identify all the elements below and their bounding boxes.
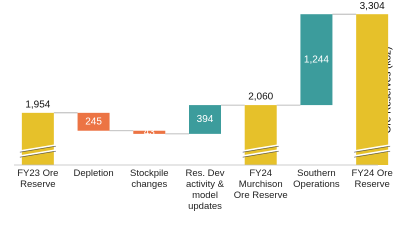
axis-break-edge xyxy=(242,145,279,153)
axis-break-edge xyxy=(354,145,391,153)
x-tick-label: Res. Dev activity & model updates xyxy=(185,168,225,212)
axis-break-edge xyxy=(19,150,56,158)
value-label: 245 xyxy=(85,116,102,127)
value-label: 43 xyxy=(144,127,156,138)
x-tick-label: FY24 Murchison Ore Reserve xyxy=(233,168,288,201)
value-label: 2,060 xyxy=(248,92,273,103)
chart: Ore Reserves (koz) 1,954245433942,0601,2… xyxy=(14,1,394,212)
axis-break-edge xyxy=(242,150,279,158)
bar xyxy=(356,14,389,166)
x-tick-label: Southern Operations xyxy=(293,168,340,190)
x-tick-label: Depletion xyxy=(73,168,114,179)
axis-break xyxy=(19,144,56,152)
value-label: 3,304 xyxy=(360,1,385,12)
value-label: 1,954 xyxy=(25,99,50,110)
axis-break xyxy=(19,149,56,157)
value-label: 1,244 xyxy=(304,54,329,65)
bar xyxy=(300,14,333,106)
bar xyxy=(189,105,221,134)
axis-break xyxy=(354,149,391,157)
bar xyxy=(21,112,54,165)
bar xyxy=(133,130,166,134)
value-label: 394 xyxy=(197,114,214,125)
axis-break-edge xyxy=(19,145,56,153)
axis-break-edge xyxy=(354,150,391,158)
axis-break xyxy=(354,144,391,152)
chart-canvas: Ore Reserves (koz) 1,954245433942,0601,2… xyxy=(14,1,394,166)
x-tick-label: FY24 Ore Reserve xyxy=(351,168,393,190)
x-tick-label: Stockpile changes xyxy=(130,168,169,190)
axis-break xyxy=(242,149,279,157)
axis-break xyxy=(242,144,279,152)
x-tick-label: FY23 Ore Reserve xyxy=(17,168,59,190)
bar xyxy=(77,112,110,131)
